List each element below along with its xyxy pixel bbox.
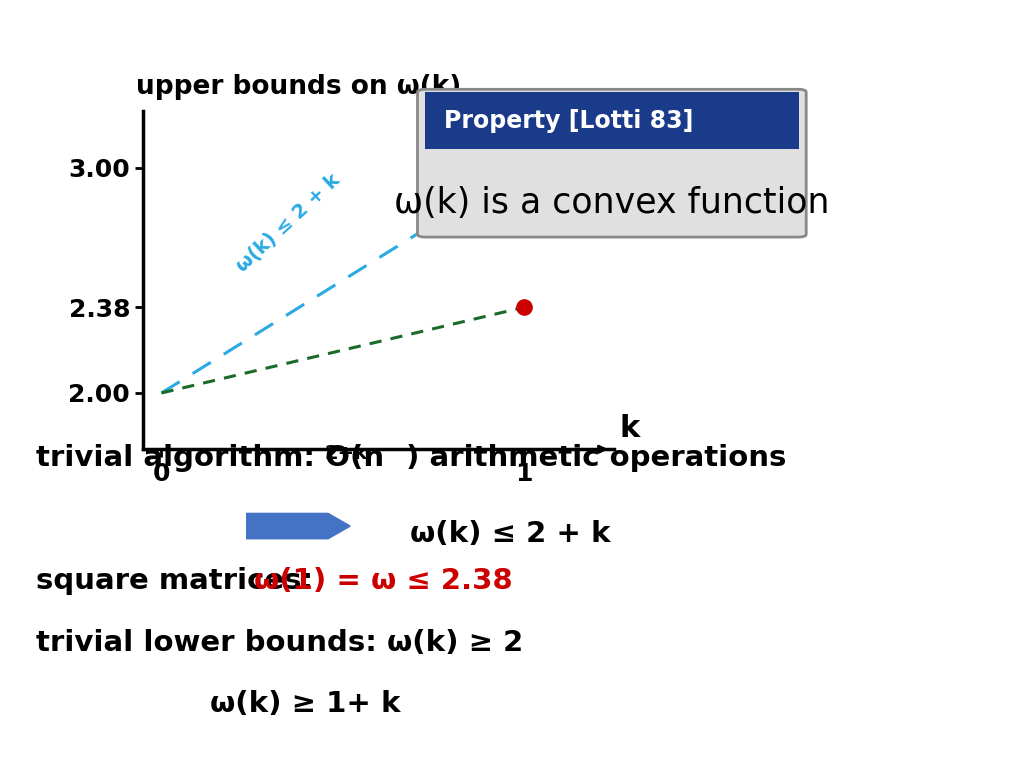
Text: ω(k) is a convex function: ω(k) is a convex function <box>394 186 829 220</box>
Text: ω(k) ≤ 2 + k: ω(k) ≤ 2 + k <box>232 170 344 276</box>
Text: Property [Lotti 83]: Property [Lotti 83] <box>443 108 693 133</box>
Text: square matrices:: square matrices: <box>36 568 324 595</box>
Text: 2+k: 2+k <box>325 444 368 463</box>
Text: Exponent of Rectangular Matrix Multiplication: Exponent of Rectangular Matrix Multiplic… <box>0 15 1024 66</box>
Text: ω(1) = ω ≤ 2.38: ω(1) = ω ≤ 2.38 <box>254 568 513 595</box>
FancyArrow shape <box>246 514 350 539</box>
Text: k: k <box>620 413 640 442</box>
Bar <box>425 92 799 149</box>
Text: ) arithmetic operations: ) arithmetic operations <box>325 445 786 472</box>
Text: trivial lower bounds: ω(k) ≥ 2: trivial lower bounds: ω(k) ≥ 2 <box>36 629 523 657</box>
Text: trivial algorithm: O(n: trivial algorithm: O(n <box>36 445 384 472</box>
FancyBboxPatch shape <box>418 89 806 237</box>
Text: ω(k) ≥ 1+ k: ω(k) ≥ 1+ k <box>210 690 400 718</box>
Text: upper bounds on ω(k): upper bounds on ω(k) <box>136 74 462 100</box>
Text: ω(k) ≤ 2 + k: ω(k) ≤ 2 + k <box>410 520 610 548</box>
